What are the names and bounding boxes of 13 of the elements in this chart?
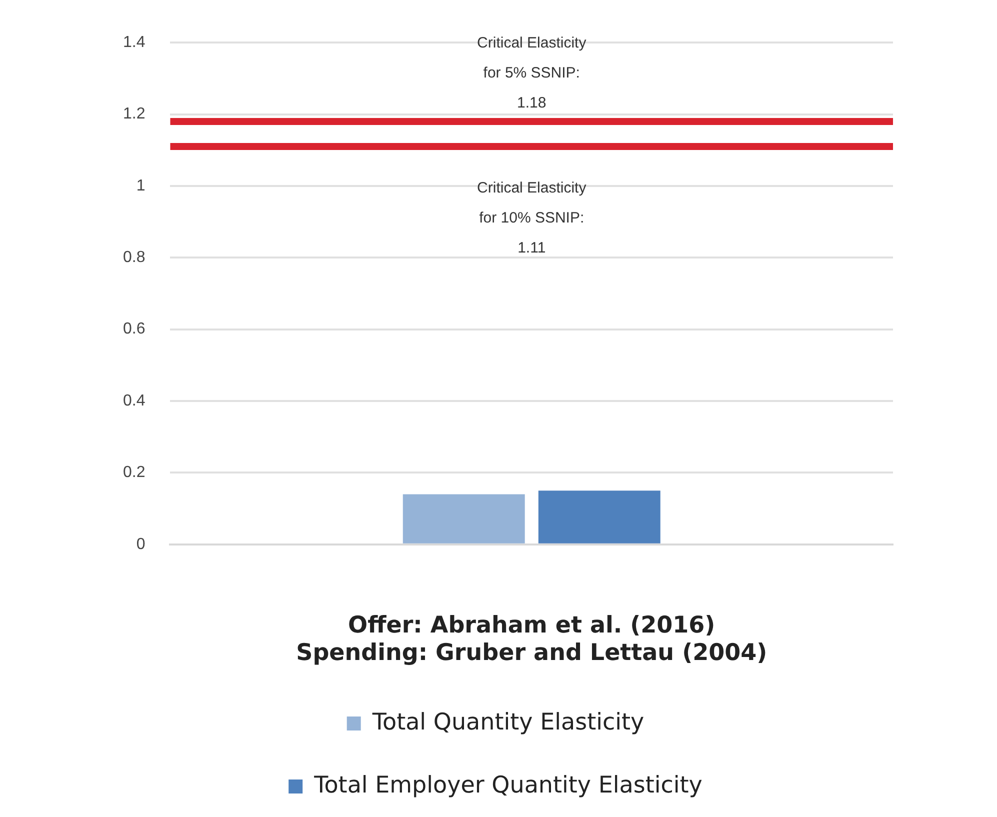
x-axis-title: Offer: Abraham et al. (2016) Spending: Gruber and Lettau (2004) (296, 612, 768, 666)
y-tick-label: 0.8 (122, 249, 146, 266)
y-tick-label: 0.6 (122, 320, 146, 338)
ref-line-label: Critical Elasticity for 5% SSNIP: 1.18 (477, 34, 587, 112)
y-tick-label: 1.4 (122, 34, 146, 52)
y-tick-label: 0.2 (122, 464, 146, 482)
y-tick-label: 0.4 (122, 392, 146, 410)
legend-label: Total Quantity Elasticity (371, 709, 644, 736)
y-tick-label: 1 (136, 177, 146, 194)
legend-label: Total Employer Quantity Elasticity (313, 772, 702, 798)
ref-line-label: Critical Elasticity for 10% SSNIP: 1.11 (477, 180, 587, 257)
y-tick-label: 0 (136, 536, 146, 553)
y-tick-label: 1.2 (122, 106, 146, 123)
